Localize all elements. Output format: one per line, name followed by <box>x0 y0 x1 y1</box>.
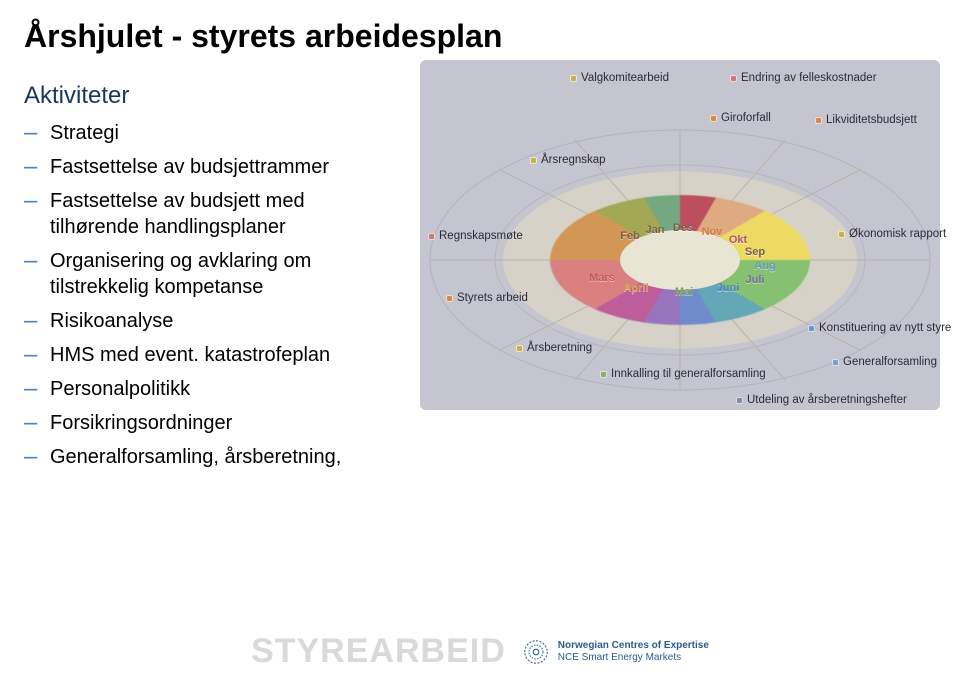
outer-label-text: Likviditetsbudsjett <box>826 114 917 126</box>
footer-wordmark: STYREARBEID <box>251 632 506 671</box>
month-label: Nov <box>702 226 723 238</box>
bullet-icon <box>832 359 839 366</box>
outer-label-text: Giroforfall <box>721 112 771 124</box>
month-label: Mars <box>589 272 615 284</box>
list-item-text: Generalforsamling, årsberetning, <box>50 444 341 470</box>
list-item: –Risikoanalyse <box>24 308 384 334</box>
month-label: Mai <box>675 286 693 298</box>
bullet-icon <box>815 117 822 124</box>
month-label: Aug <box>754 260 775 272</box>
nce-line-1: Norwegian Centres of Expertise <box>558 640 709 652</box>
outer-label: Utdeling av årsberetningshefter <box>736 394 907 406</box>
month-label: Okt <box>729 234 747 246</box>
month-label: Juli <box>746 274 765 286</box>
section-subtitle: Aktiviteter <box>24 82 129 110</box>
bullet-icon <box>808 325 815 332</box>
list-item-text: Risikoanalyse <box>50 308 173 334</box>
outer-label: Likviditetsbudsjett <box>815 114 917 126</box>
list-item-text: Forsikringsordninger <box>50 410 232 436</box>
list-dash-icon: – <box>24 248 50 274</box>
list-dash-icon: – <box>24 342 50 368</box>
nce-line-2: NCE Smart Energy Markets <box>558 652 709 664</box>
outer-label: Endring av felleskostnader <box>730 72 877 84</box>
list-item: –Fastsettelse av budsjettrammer <box>24 154 384 180</box>
list-dash-icon: – <box>24 410 50 436</box>
bullet-icon <box>570 75 577 82</box>
list-item: –Strategi <box>24 120 384 146</box>
list-item-text: Fastsettelse av budsjettrammer <box>50 154 329 180</box>
bullet-icon <box>838 231 845 238</box>
bullet-icon <box>530 157 537 164</box>
outer-label-text: Utdeling av årsberetningshefter <box>747 394 907 406</box>
footer: STYREARBEID Norwegian Centres of Experti… <box>0 632 960 671</box>
list-dash-icon: – <box>24 154 50 180</box>
nce-badge-icon <box>522 638 550 666</box>
page-title: Årshjulet - styrets arbeidesplan <box>24 18 502 55</box>
list-dash-icon: – <box>24 444 50 470</box>
month-label: Jan <box>646 224 665 236</box>
bullet-icon <box>446 295 453 302</box>
outer-label: Økonomisk rapport <box>838 228 946 240</box>
year-wheel-diagram: Jan Des Nov OktSep Aug Juli Juni Mai April Mars Fe… <box>420 60 940 410</box>
bullet-icon <box>516 345 523 352</box>
list-item: –Fastsettelse av budsjett med tilhørende… <box>24 188 384 240</box>
outer-label-text: Innkalling til generalforsamling <box>611 368 766 380</box>
bullet-icon <box>600 371 607 378</box>
list-item: –Forsikringsordninger <box>24 410 384 436</box>
month-label: April <box>623 282 648 294</box>
outer-label-text: Økonomisk rapport <box>849 228 946 240</box>
nce-text: Norwegian Centres of Expertise NCE Smart… <box>558 640 709 664</box>
outer-label: Styrets arbeid <box>446 292 528 304</box>
outer-label-text: Styrets arbeid <box>457 292 528 304</box>
outer-label: Generalforsamling <box>832 356 937 368</box>
outer-label: Årsberetning <box>516 342 592 354</box>
bullet-icon <box>428 233 435 240</box>
list-item-text: Strategi <box>50 120 119 146</box>
outer-label: Regnskapsmøte <box>428 230 523 242</box>
outer-label-text: Endring av felleskostnader <box>741 72 877 84</box>
outer-label: Innkalling til generalforsamling <box>600 368 766 380</box>
outer-label: Valgkomitearbeid <box>570 72 669 84</box>
month-label: Des <box>673 222 693 234</box>
list-item-text: Fastsettelse av budsjett med tilhørende … <box>50 188 384 240</box>
outer-label: Konstituering av nytt styre <box>808 322 951 334</box>
bullet-icon <box>730 75 737 82</box>
outer-label-text: Valgkomitearbeid <box>581 72 669 84</box>
list-dash-icon: – <box>24 120 50 146</box>
month-label: Sep <box>745 246 765 258</box>
list-item-text: Personalpolitikk <box>50 376 190 402</box>
list-dash-icon: – <box>24 308 50 334</box>
outer-label-text: Konstituering av nytt styre <box>819 322 951 334</box>
outer-label: Årsregnskap <box>530 154 606 166</box>
month-label: Feb <box>620 230 640 242</box>
list-item-text: Organisering og avklaring om tilstrekkel… <box>50 248 384 300</box>
list-dash-icon: – <box>24 376 50 402</box>
list-item: –Personalpolitikk <box>24 376 384 402</box>
list-item: –Generalforsamling, årsberetning, <box>24 444 384 470</box>
bullet-icon <box>736 397 743 404</box>
nce-logo: Norwegian Centres of Expertise NCE Smart… <box>522 638 709 666</box>
outer-label-text: Årsregnskap <box>541 154 606 166</box>
list-item: –Organisering og avklaring om tilstrekke… <box>24 248 384 300</box>
outer-label-text: Årsberetning <box>527 342 592 354</box>
activities-list: –Strategi–Fastsettelse av budsjettrammer… <box>24 120 384 478</box>
month-label: Juni <box>717 282 740 294</box>
list-item: –HMS med event. katastrofeplan <box>24 342 384 368</box>
outer-label-text: Regnskapsmøte <box>439 230 523 242</box>
list-dash-icon: – <box>24 188 50 214</box>
outer-label-text: Generalforsamling <box>843 356 937 368</box>
outer-label: Giroforfall <box>710 112 771 124</box>
bullet-icon <box>710 115 717 122</box>
list-item-text: HMS med event. katastrofeplan <box>50 342 330 368</box>
